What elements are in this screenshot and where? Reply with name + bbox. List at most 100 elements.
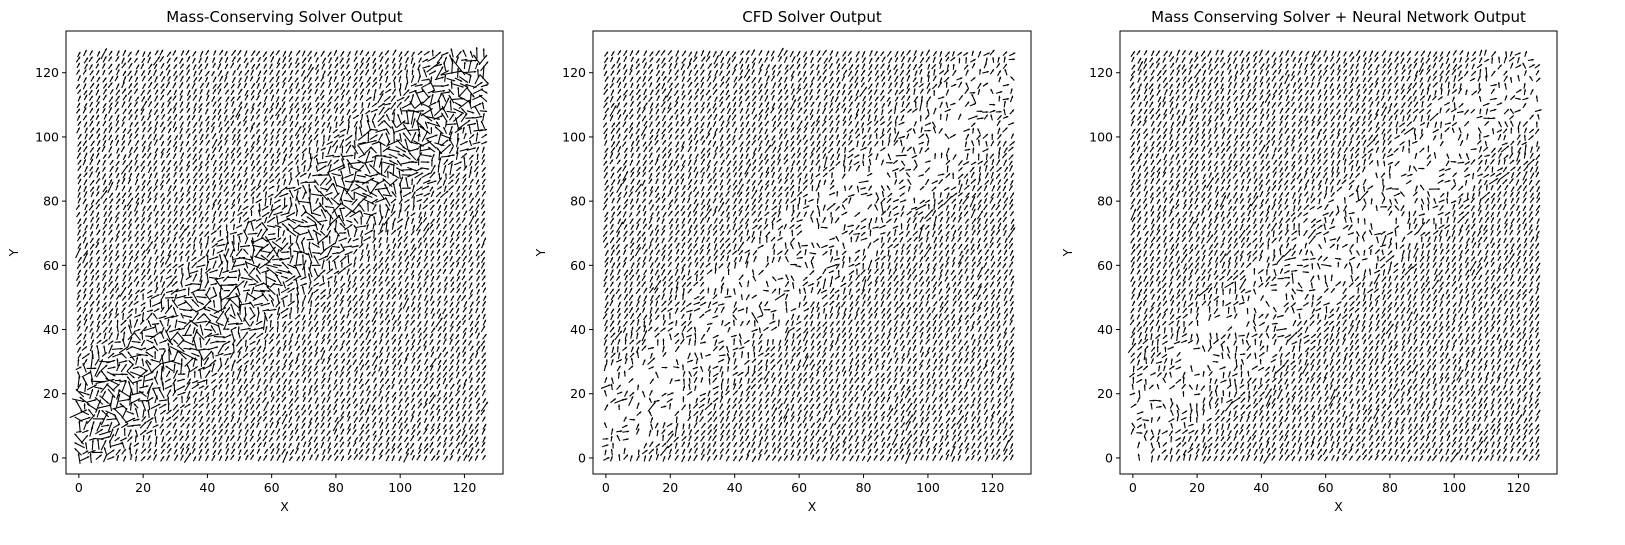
quiver-arrow-head	[226, 372, 230, 375]
quiver-arrow-head	[285, 359, 287, 362]
quiver-arrow-head	[458, 448, 460, 451]
quiver-arrow-head	[148, 448, 152, 451]
quiver-arrow-head	[163, 410, 166, 413]
quiver-arrow-head	[304, 441, 307, 444]
quiver-arrow-head	[470, 333, 473, 336]
quiver-arrow-head	[168, 416, 171, 420]
quiver-arrow-head	[270, 377, 273, 381]
quiver-arrow-head	[418, 346, 421, 349]
quiver-arrow-head	[367, 423, 370, 427]
quiver-arrow-head	[112, 374, 116, 377]
quiver-arrow-head	[374, 434, 377, 438]
quiver-arrow-head	[438, 409, 440, 412]
quiver-arrow-head	[431, 351, 434, 354]
quiver-arrow-head	[425, 409, 428, 412]
quiver-arrow-head	[190, 296, 193, 299]
quiver-arrow-head	[272, 404, 275, 408]
quiver-arrow-head	[321, 441, 324, 445]
quiver-arrow-head	[175, 454, 178, 457]
quiver-arrow-head	[145, 354, 149, 357]
quiver-arrow-head	[327, 280, 330, 283]
quiver-arrow-head	[334, 409, 337, 413]
quiver-arrow-head	[360, 404, 363, 408]
quiver-arrow-head	[97, 389, 100, 393]
quiver-arrow-head	[149, 441, 152, 445]
quiver-arrow-head	[419, 338, 422, 342]
quiver-arrow-head	[482, 448, 485, 451]
quiver-arrow-head	[291, 390, 293, 393]
quiver-arrow-head	[239, 398, 242, 401]
quiver-arrow-head	[154, 408, 157, 412]
quiver-arrow-head	[296, 411, 299, 414]
quiver-arrow-head	[375, 356, 378, 359]
quiver-arrow-head	[483, 384, 486, 387]
quiver-arrow-head	[181, 447, 184, 451]
quiver-arrow-head	[251, 404, 254, 407]
quiver-arrow-head	[418, 417, 421, 420]
quiver-arrow-head	[155, 424, 159, 427]
quiver-arrow-head	[373, 422, 376, 425]
quiver-arrow-head	[225, 417, 228, 420]
quiver-arrow-head	[238, 390, 242, 394]
quiver-arrow-head	[413, 429, 416, 432]
quiver-arrow-head	[297, 442, 300, 445]
quiver-arrow-head	[463, 429, 466, 433]
quiver-arrow-head	[289, 423, 292, 426]
quiver-arrow-head	[444, 338, 447, 341]
quiver-arrow-head	[141, 358, 144, 361]
quiver-arrow-head	[354, 423, 356, 427]
quiver-arrow-head	[438, 397, 441, 400]
quiver-arrow-head	[469, 340, 472, 343]
quiver-arrow-head	[456, 334, 459, 337]
quiver-arrow-head	[251, 364, 254, 368]
quiver-arrow-head	[424, 417, 427, 421]
quiver-arrow-head	[335, 339, 338, 342]
quiver-arrow	[97, 404, 112, 409]
quiver-arrow-head	[169, 409, 172, 413]
quiver-arrow-head	[393, 358, 396, 361]
quiver-arrow-head	[264, 397, 267, 400]
quiver-arrow-head	[101, 410, 104, 413]
quiver-arrow-head	[425, 448, 428, 451]
quiver-arrow-head	[94, 397, 98, 400]
quiver-arrow-head	[220, 435, 223, 438]
quiver-arrow-head	[226, 397, 229, 401]
quiver-arrow-head	[165, 399, 168, 402]
quiver-arrow-head	[463, 416, 465, 419]
quiver-arrow-head	[379, 404, 382, 407]
quiver-arrow-head	[206, 385, 209, 388]
quiver-arrow-head	[107, 436, 111, 439]
quiver-arrow-head	[431, 415, 434, 419]
quiver-arrow-head	[264, 435, 267, 439]
quiver-arrow-head	[368, 339, 371, 342]
quiver-arrow-head	[267, 289, 271, 293]
quiver-arrow-head	[340, 346, 344, 349]
quiver-arrow-head	[252, 410, 255, 413]
quiver-arrow-head	[309, 378, 312, 381]
quiver-arrow-head	[361, 409, 364, 413]
quiver-arrow-head	[451, 435, 454, 439]
quiver-arrow-head	[470, 391, 473, 394]
quiver-arrow-head	[457, 340, 460, 343]
quiver-arrow-head	[277, 333, 280, 336]
axes-frame	[65, 30, 504, 475]
quiver-arrow-head	[387, 410, 390, 413]
quiver-arrow-head	[477, 416, 480, 420]
quiver-arrow-head	[200, 390, 203, 394]
quiver-arrow	[115, 393, 121, 408]
quiver-arrow-head	[196, 384, 199, 387]
quiver-arrow-head	[482, 377, 485, 381]
quiver-arrow-head	[445, 455, 448, 459]
quiver-arrow-head	[189, 347, 192, 351]
quiver-arrow-head	[303, 334, 306, 337]
quiver-arrow-head	[386, 416, 389, 420]
quiver-arrow-head	[173, 339, 176, 342]
quiver-arrow-head	[162, 456, 165, 459]
quiver-arrow	[158, 349, 167, 363]
quiver-arrow-head	[146, 385, 149, 388]
quiver-arrow-head	[258, 352, 261, 355]
quiver-arrow-head	[239, 449, 242, 452]
quiver-arrow-head	[406, 353, 409, 356]
quiver-arrow-head	[147, 401, 150, 404]
quiver-arrow-head	[412, 404, 415, 407]
